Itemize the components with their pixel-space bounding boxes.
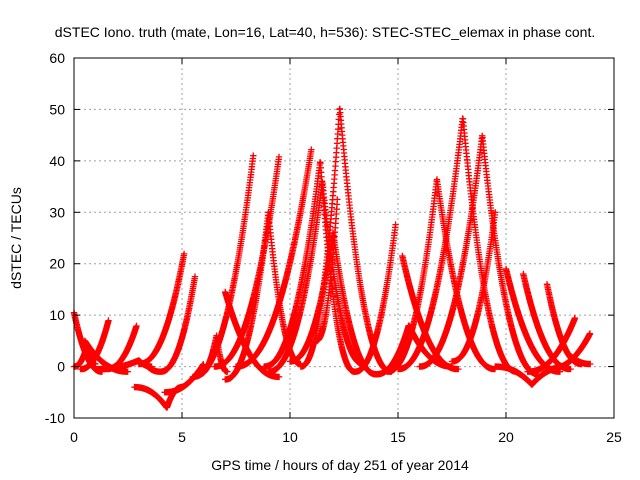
arc-plus-markers (211, 153, 283, 370)
arc-plus-markers (222, 288, 283, 381)
x-tick-label: 15 (390, 429, 406, 445)
x-tick-label: 10 (282, 429, 298, 445)
x-tick-label: 20 (498, 429, 514, 445)
x-tick-label: 0 (70, 429, 78, 445)
y-tick-label: 20 (49, 256, 65, 272)
y-tick-label: 60 (49, 50, 65, 66)
x-tick-label: 25 (606, 429, 622, 445)
x-axis-label: GPS time / hours of day 251 of year 2014 (211, 457, 469, 473)
arc-plus-markers (524, 314, 579, 375)
arc-plus-markers (448, 209, 499, 365)
satellite-arc (260, 159, 358, 375)
arc-plus-markers (157, 273, 199, 375)
satellite-arc (312, 196, 341, 345)
data-layer (70, 105, 594, 411)
arc-plus-markers (189, 152, 257, 381)
satellite-arc (135, 250, 188, 368)
satellite-arc (416, 132, 542, 378)
y-axis-label: dSTEC / TECUs (8, 187, 24, 289)
arc-plus-markers (135, 250, 188, 368)
satellite-arc (286, 229, 380, 378)
satellite-arc (567, 353, 594, 368)
arc-plus-markers (567, 353, 594, 368)
satellite-arc (524, 314, 579, 375)
tick-layer: 0 5 10 15 20 25 -10 0 10 20 30 40 50 60 (45, 50, 622, 445)
y-tick-label: 40 (49, 153, 65, 169)
satellite-arc (211, 153, 283, 370)
arc-plus-markers (260, 159, 358, 375)
satellite-arc (232, 146, 315, 370)
y-tick-label: 10 (49, 307, 65, 323)
satellite-arc (297, 105, 395, 375)
arc-plus-markers (232, 146, 315, 370)
chart-title: dSTEC Iono. truth (mate, Lon=16, Lat=40,… (55, 24, 595, 40)
arc-plus-markers (312, 196, 341, 345)
satellite-arc (351, 221, 399, 375)
satellite-arc (222, 288, 283, 381)
arc-plus-markers (286, 229, 380, 378)
satellite-arc (394, 115, 520, 375)
plot-frame (73, 57, 615, 419)
satellite-arc (157, 273, 199, 375)
arc-plus-markers (297, 105, 395, 375)
y-tick-label: 50 (49, 101, 65, 117)
y-tick-label: 0 (57, 359, 65, 375)
y-tick-label: 30 (49, 204, 65, 220)
arc-plus-markers (394, 115, 520, 375)
arc-plus-markers (416, 132, 542, 378)
arc-plus-markers (351, 221, 399, 375)
satellite-arc (448, 209, 499, 365)
x-tick-label: 5 (178, 429, 186, 445)
satellite-arc (189, 152, 257, 381)
y-tick-label: -10 (45, 410, 65, 426)
